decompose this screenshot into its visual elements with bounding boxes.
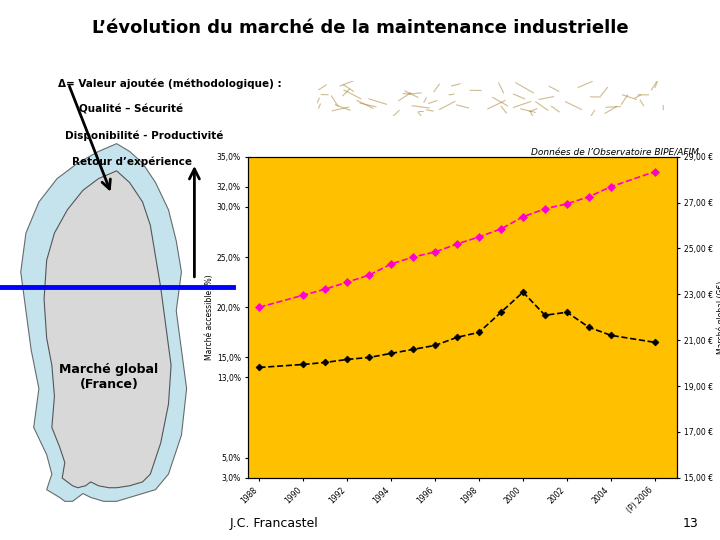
- Text: Qualité – Sécurité: Qualité – Sécurité: [79, 104, 184, 114]
- Text: L’évolution du marché de la maintenance industrielle: L’évolution du marché de la maintenance …: [91, 19, 629, 37]
- Text: Retour d’expérience: Retour d’expérience: [72, 156, 192, 166]
- Text: Δ= Valeur ajoutée (méthodologique) :: Δ= Valeur ajoutée (méthodologique) :: [58, 78, 282, 89]
- Text: Données de l’Observatoire BIPE/AFIM: Données de l’Observatoire BIPE/AFIM: [531, 148, 698, 158]
- Text: 13: 13: [683, 517, 698, 530]
- Text: Disponibilité - Productivité: Disponibilité - Productivité: [65, 130, 223, 140]
- Polygon shape: [21, 144, 186, 501]
- Text: Marché global
(France): Marché global (France): [59, 363, 158, 391]
- Polygon shape: [44, 171, 171, 488]
- Y-axis label: Marché global (G€): Marché global (G€): [716, 281, 720, 354]
- Text: J.C. Francastel: J.C. Francastel: [229, 517, 318, 530]
- Y-axis label: Marché accessible (%): Marché accessible (%): [205, 274, 214, 360]
